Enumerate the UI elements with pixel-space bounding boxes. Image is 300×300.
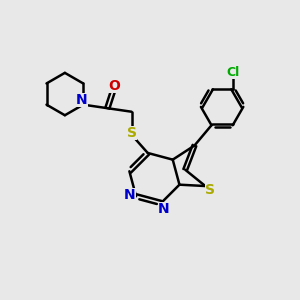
- Text: Cl: Cl: [226, 66, 239, 79]
- Text: N: N: [124, 188, 135, 202]
- Text: S: S: [205, 184, 215, 197]
- Text: N: N: [76, 93, 88, 107]
- Text: S: S: [127, 126, 136, 140]
- Text: O: O: [108, 79, 120, 93]
- Text: N: N: [158, 202, 169, 217]
